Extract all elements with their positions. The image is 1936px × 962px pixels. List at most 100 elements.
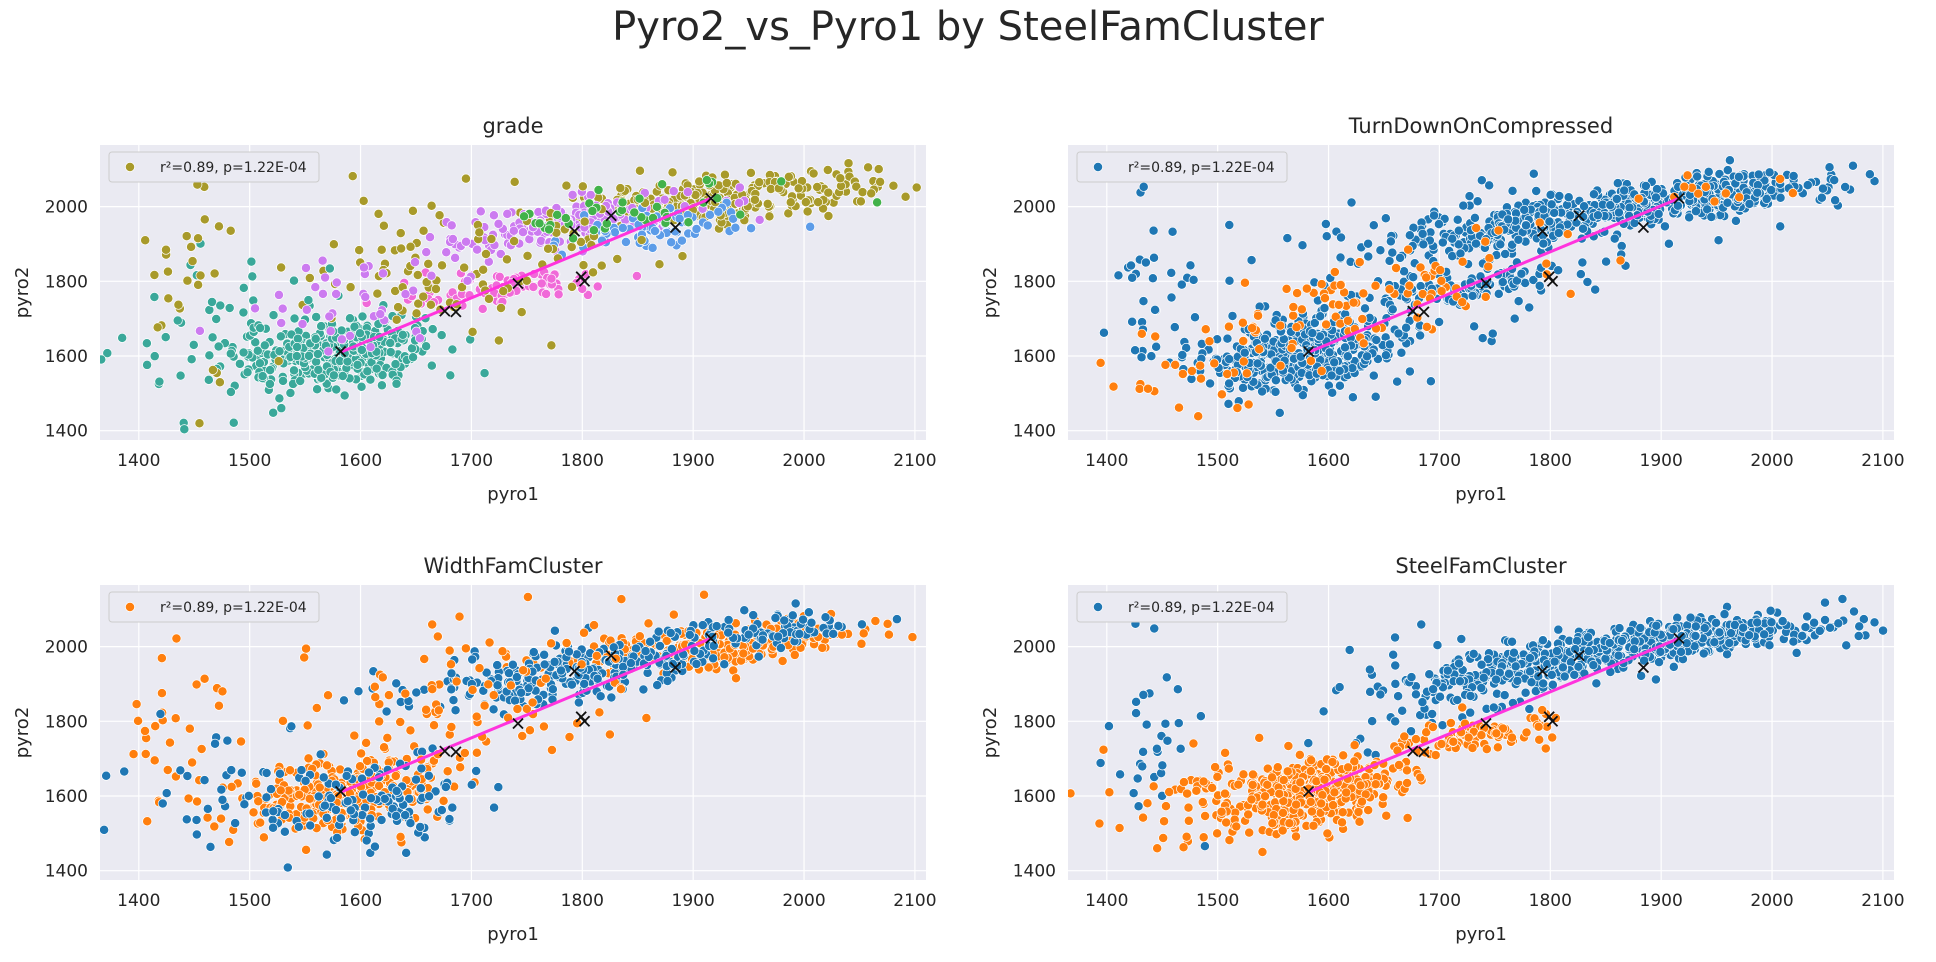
- data-point: [807, 618, 816, 627]
- data-point: [226, 387, 235, 396]
- data-point: [419, 226, 428, 235]
- data-point: [256, 818, 265, 827]
- data-point: [1803, 180, 1812, 189]
- data-point: [876, 177, 885, 186]
- data-point: [589, 226, 598, 235]
- data-point: [1510, 314, 1519, 323]
- data-point: [1390, 633, 1399, 642]
- data-point: [1365, 665, 1374, 674]
- data-point: [510, 696, 519, 705]
- data-point: [939, 605, 948, 614]
- data-point: [1142, 720, 1151, 729]
- data-point: [1304, 739, 1313, 748]
- data-point: [1454, 226, 1463, 235]
- data-point: [435, 211, 444, 220]
- data-point: [1478, 333, 1487, 342]
- data-point: [1481, 292, 1490, 301]
- data-point: [1589, 190, 1598, 199]
- data-point: [275, 769, 284, 778]
- data-point: [1240, 278, 1249, 287]
- data-point: [1701, 182, 1710, 191]
- data-point: [120, 767, 129, 776]
- data-point: [1163, 736, 1172, 745]
- data-point: [426, 300, 435, 309]
- data-point: [102, 771, 111, 780]
- data-point: [1472, 223, 1481, 232]
- data-point: [174, 300, 183, 309]
- data-point: [342, 771, 351, 780]
- data-point: [1287, 343, 1296, 352]
- data-point: [685, 630, 694, 639]
- data-point: [424, 259, 433, 268]
- data-point: [285, 766, 294, 775]
- data-point: [195, 326, 204, 335]
- data-point: [509, 226, 518, 235]
- x-tick-label: 1700: [1418, 451, 1461, 471]
- data-point: [1443, 666, 1452, 675]
- data-point: [1247, 256, 1256, 265]
- data-point: [1167, 293, 1176, 302]
- data-point: [290, 314, 299, 323]
- data-point: [669, 610, 678, 619]
- data-point: [367, 794, 376, 803]
- data-point: [1347, 198, 1356, 207]
- data-point: [448, 803, 457, 812]
- x-tick-label: 1400: [1085, 451, 1128, 471]
- data-point: [1459, 201, 1468, 210]
- data-point: [1454, 659, 1463, 668]
- data-point: [217, 785, 226, 794]
- data-point: [417, 764, 426, 773]
- data-point: [320, 273, 329, 282]
- data-point: [648, 243, 657, 252]
- data-point: [698, 621, 707, 630]
- data-point: [187, 355, 196, 364]
- data-point: [1521, 278, 1530, 287]
- data-point: [517, 308, 526, 317]
- data-point: [350, 731, 359, 740]
- data-point: [1292, 323, 1301, 332]
- data-point: [788, 611, 797, 620]
- data-point: [1477, 660, 1486, 669]
- data-point: [247, 257, 256, 266]
- data-point: [345, 314, 354, 323]
- data-point: [346, 283, 355, 292]
- data-point: [1817, 193, 1826, 202]
- data-point: [1178, 350, 1187, 359]
- data-point: [1514, 235, 1523, 244]
- data-point: [1545, 217, 1554, 226]
- data-point: [392, 679, 401, 688]
- data-point: [318, 289, 327, 298]
- data-point: [386, 338, 395, 347]
- data-point: [1525, 667, 1534, 676]
- data-point: [786, 198, 795, 207]
- x-tick-label: 1500: [1196, 891, 1239, 911]
- data-point: [1542, 259, 1551, 268]
- data-point: [1613, 178, 1622, 187]
- data-point: [776, 643, 785, 652]
- data-point: [1429, 211, 1438, 220]
- data-point: [1242, 369, 1251, 378]
- data-point: [1753, 618, 1762, 627]
- data-point: [212, 314, 221, 323]
- data-point: [1391, 679, 1400, 688]
- y-axis-label: pyro2: [12, 267, 33, 319]
- data-point: [1129, 788, 1138, 797]
- data-point: [1435, 317, 1444, 326]
- data-point: [1336, 233, 1345, 242]
- data-point: [1514, 296, 1523, 305]
- data-point: [314, 365, 323, 374]
- data-point: [322, 850, 331, 859]
- data-point: [304, 754, 313, 763]
- data-point: [143, 817, 152, 826]
- data-point: [1104, 721, 1113, 730]
- data-point: [754, 652, 763, 661]
- data-point: [1099, 328, 1108, 337]
- data-point: [1409, 272, 1418, 281]
- data-point: [892, 615, 901, 624]
- data-point: [316, 750, 325, 759]
- data-point: [1395, 253, 1404, 262]
- data-point: [1416, 331, 1425, 340]
- data-point: [508, 660, 517, 669]
- data-point: [396, 229, 405, 238]
- data-point: [354, 687, 363, 696]
